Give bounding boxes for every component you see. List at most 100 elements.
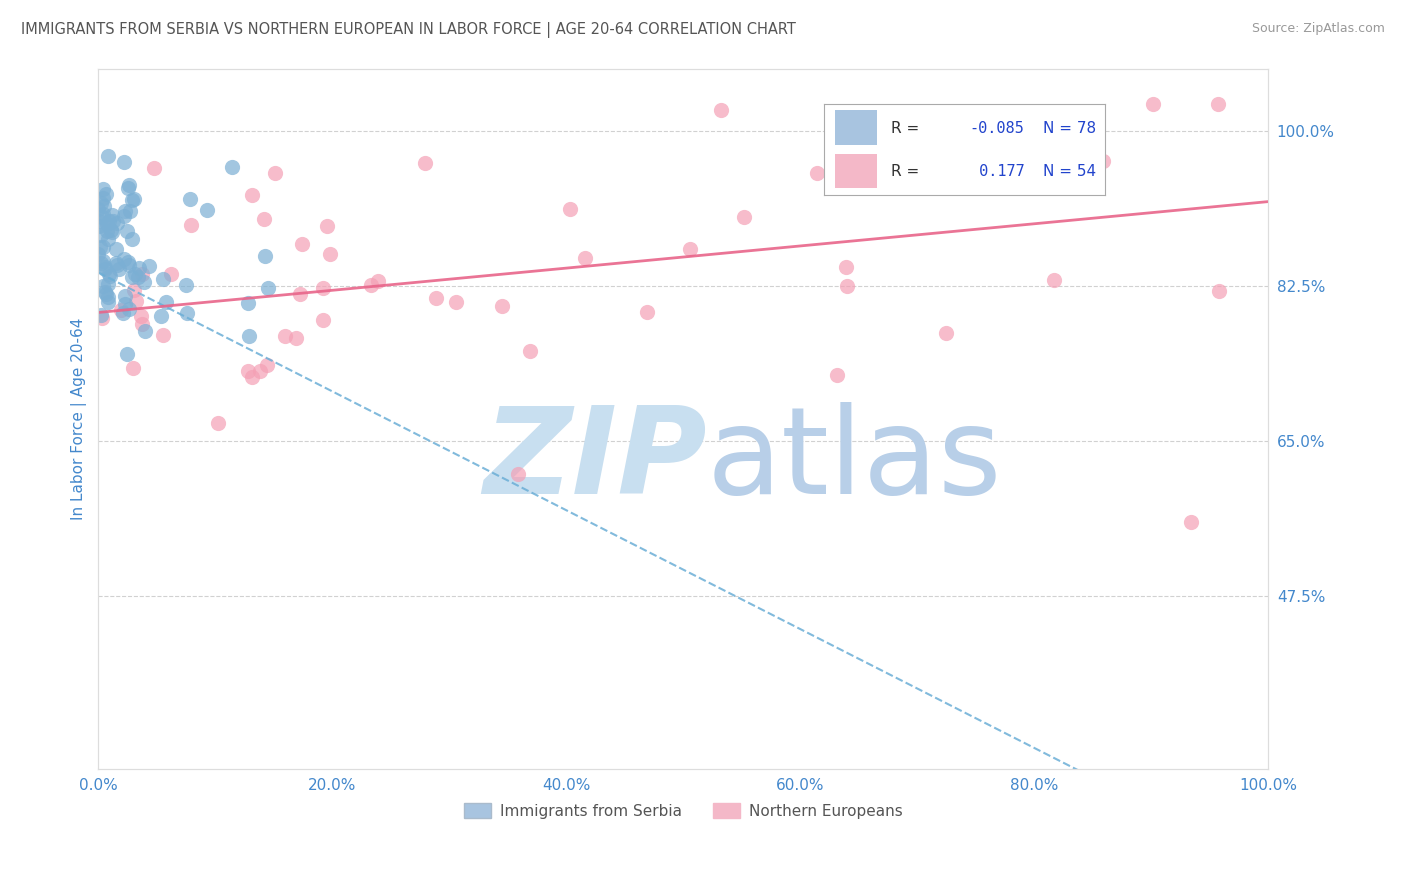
Point [93,199,115,213]
Point [124,267,146,281]
Point [138,260,160,274]
Point [91,310,114,325]
Point [240,370,263,384]
Point [87,219,110,233]
Point [128,260,150,275]
Point [114,297,136,311]
Point [94,260,117,274]
Point [112,209,135,223]
Point [155,294,177,309]
Point [1180,515,1202,529]
Point [97,290,120,304]
Point [90,255,112,269]
Point [91,207,114,221]
Point [221,160,243,174]
Point [560,202,582,216]
Point [97,267,120,281]
Point [105,242,128,256]
Point [249,364,271,378]
Point [90,210,112,224]
Point [636,305,658,319]
Point [835,279,858,293]
Point [274,329,297,343]
Point [134,324,156,338]
Point [131,309,153,323]
Point [110,303,132,318]
Point [1142,97,1164,112]
Point [425,291,447,305]
Point [312,281,335,295]
Point [97,232,120,246]
Point [94,286,117,301]
Point [236,364,259,378]
Text: ZIP: ZIP [484,402,707,519]
Point [291,236,314,251]
Point [316,219,339,233]
Point [118,203,141,218]
Point [253,249,276,263]
Point [100,225,122,239]
Point [806,166,828,180]
Point [319,246,342,260]
Point [179,193,201,207]
Point [104,256,127,270]
Point [101,214,124,228]
Point [491,299,513,313]
Point [98,268,121,283]
Point [519,344,541,359]
Point [1091,153,1114,168]
Point [176,306,198,320]
Point [94,186,117,201]
Point [91,254,114,268]
Point [118,302,141,317]
Point [180,219,202,233]
Point [94,285,117,299]
Y-axis label: In Labor Force | Age 20-64: In Labor Force | Age 20-64 [72,318,87,520]
Point [312,313,335,327]
Point [121,269,143,284]
Point [825,368,848,383]
Point [142,161,165,176]
Point [236,295,259,310]
Point [118,178,141,192]
Point [256,358,278,372]
Point [89,240,111,254]
Point [360,277,382,292]
Point [257,281,280,295]
Point [105,258,128,272]
Point [131,317,153,331]
Point [90,308,112,322]
Point [121,232,143,246]
Point [240,188,263,202]
Point [207,416,229,430]
Point [117,181,139,195]
Text: IMMIGRANTS FROM SERBIA VS NORTHERN EUROPEAN IN LABOR FORCE | AGE 20-64 CORRELATI: IMMIGRANTS FROM SERBIA VS NORTHERN EUROP… [21,22,796,38]
Point [132,275,155,289]
Point [367,274,389,288]
Point [413,156,436,170]
Point [195,203,218,218]
Point [131,268,153,282]
Point [122,361,145,376]
Point [91,278,114,293]
Point [506,467,529,482]
Point [94,262,117,277]
Point [238,328,260,343]
Point [96,149,118,163]
Point [87,246,110,260]
Point [1208,284,1230,298]
Point [90,228,112,243]
Point [1206,97,1229,112]
Point [1004,166,1026,180]
Point [114,203,136,218]
Point [108,261,131,276]
Point [114,289,136,303]
Point [91,240,114,254]
Point [122,192,145,206]
Point [152,328,174,343]
Point [678,242,700,256]
Point [105,216,128,230]
Point [87,202,110,216]
Point [96,224,118,238]
Point [152,272,174,286]
